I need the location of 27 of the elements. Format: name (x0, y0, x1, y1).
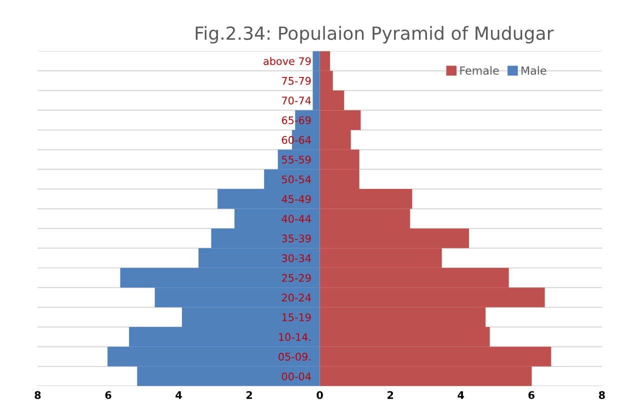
y-tick-label: 00-04 (282, 372, 311, 380)
legend-label: Female (460, 66, 499, 75)
y-tick-label: 55-59 (282, 156, 311, 164)
y-tick-label: 70-74 (282, 96, 311, 104)
x-tick-label: 0 (316, 391, 323, 400)
x-tick-label: 4 (176, 391, 182, 399)
y-tick-label: 30-34 (282, 254, 311, 262)
y-tick-label: 35-39 (282, 234, 311, 242)
y-tick-label: 45-49 (282, 195, 311, 204)
x-tick-label: 6 (105, 391, 112, 400)
chart-title: Fig.2.34: Populaion Pyramid of Mudugar (196, 26, 554, 44)
x-tick-label: 2 (246, 391, 252, 399)
y-tick-label: 10-14. (279, 333, 310, 341)
y-tick-label: 75-79 (282, 76, 311, 85)
y-tick-label: 50-54 (282, 175, 311, 184)
x-tick-label: 8 (34, 391, 41, 400)
x-tick-label: 6 (528, 391, 534, 400)
legend-label: Male (522, 66, 546, 75)
x-tick-label: 8 (598, 391, 605, 400)
y-tick-label: 20-24 (282, 294, 311, 302)
y-tick-label: above 79 (264, 57, 311, 66)
y-tick-label: 25-29 (282, 274, 311, 282)
y-tick-label: 40-44 (282, 214, 311, 223)
x-tick-label: 2 (388, 391, 394, 399)
y-tick-label: 05-09. (278, 352, 310, 361)
y-tick-label: 15-19 (282, 313, 311, 322)
x-tick-label: 4 (458, 391, 464, 399)
